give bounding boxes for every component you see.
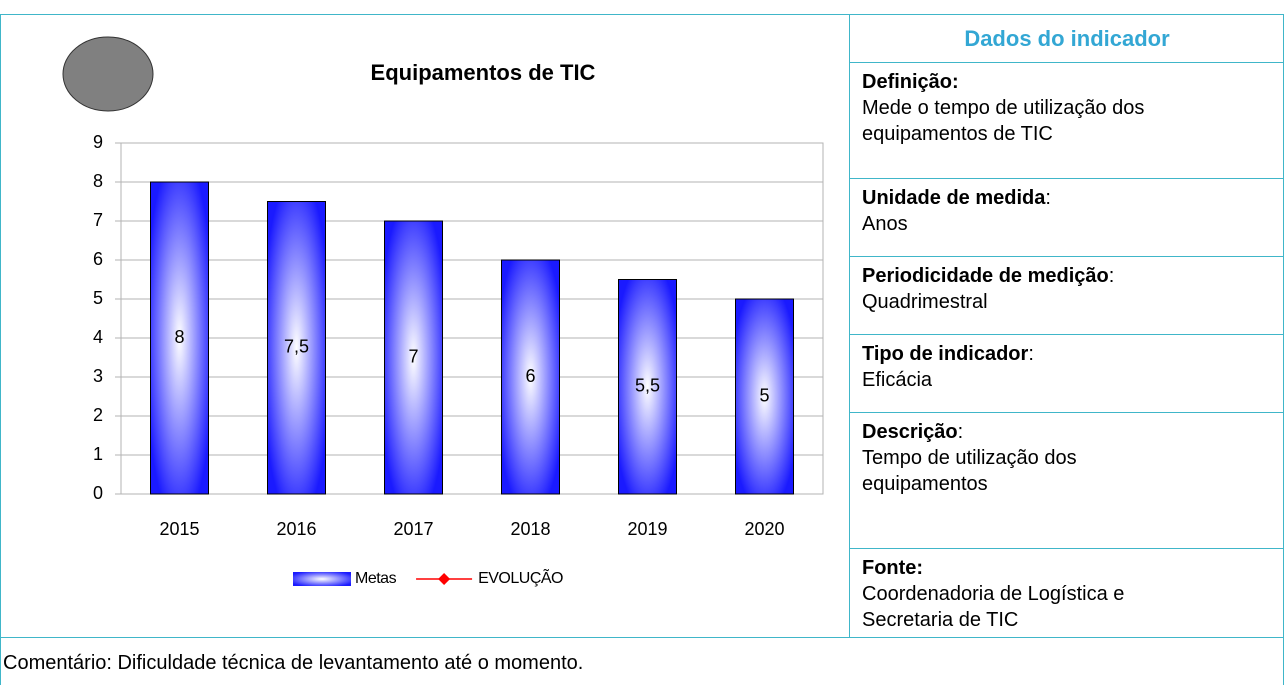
comment: Comentário: Dificuldade técnica de levan… — [1, 637, 1283, 685]
data-label: 5,5 — [635, 376, 660, 396]
plot-frame — [120, 142, 824, 495]
item-label: Tipo de indicador — [862, 343, 1029, 365]
item-label: Unidade de medida — [862, 187, 1046, 209]
y-tick-label: 5 — [93, 288, 103, 308]
y-tick-label: 2 — [93, 405, 103, 425]
item-heading: Definição: — [862, 69, 1272, 95]
chart-title: Equipamentos de TIC — [371, 60, 596, 85]
item-text: equipamentos — [862, 473, 988, 495]
legend-label: EVOLUÇÃO — [478, 567, 563, 587]
item-punct: : — [1108, 265, 1115, 287]
x-tick-label: 2018 — [510, 519, 550, 539]
x-tick-label: 2015 — [159, 519, 199, 539]
item-text: Mede o tempo de utilização dos — [862, 97, 1145, 119]
panel-item: Descrição: Tempo de utilização dos equipam… — [850, 413, 1284, 549]
indicator-sheet: Equipamentos de TIC 0 1 2 3 4 5 6 7 8 9 2015 2016 20… — [0, 14, 1284, 685]
legend-swatch — [293, 572, 351, 586]
bar — [150, 181, 209, 495]
panel-item: Periodicidade de medição: Quadrimestral — [850, 257, 1284, 335]
item-heading: Periodicidade de medição: — [862, 263, 1272, 289]
x-tick-label: 2017 — [393, 519, 433, 539]
y-tick-label: 3 — [93, 366, 103, 386]
x-tick-label: 2019 — [627, 519, 667, 539]
item-heading: Fonte: — [862, 555, 1272, 581]
data-label: 7 — [408, 346, 418, 366]
panel-item: Definição: Mede o tempo de utilização dos… — [850, 63, 1284, 179]
item-text: Anos — [862, 213, 908, 235]
bar — [618, 279, 677, 495]
panel-item: Fonte: Coordenadoria de Logística e Secret… — [850, 549, 1284, 637]
item-text: Coordenadoria de Logística e — [862, 583, 1125, 605]
item-text: Secretaria de TIC — [862, 609, 1019, 631]
item-label: Descrição — [862, 421, 958, 443]
y-tick-label: 0 — [93, 483, 103, 503]
item-heading: Descrição: — [862, 419, 1272, 445]
panel-item: Unidade de medida: Anos — [850, 179, 1284, 257]
item-text: equipamentos de TIC — [862, 123, 1053, 145]
item-label: Periodicidade de medição — [862, 265, 1109, 287]
y-tick-label: 9 — [93, 132, 103, 152]
item-punct: : — [1028, 343, 1034, 365]
data-label: 7,5 — [284, 337, 309, 357]
y-tick-label: 1 — [93, 444, 103, 464]
indicator-panel: Dados do indicador Definição: Mede o temp… — [849, 15, 1284, 637]
item-heading: Tipo de indicador: — [862, 341, 1272, 367]
y-tick-label: 6 — [93, 249, 103, 269]
bar — [384, 220, 443, 495]
data-label: 8 — [174, 327, 184, 347]
item-text: Tempo de utilização dos — [862, 447, 1077, 469]
item-punct: : — [957, 421, 964, 443]
panel-title: Dados do indicador — [850, 15, 1284, 63]
chart: Equipamentos de TIC 0 1 2 3 4 5 6 7 8 9 2015 2016 20… — [62, 36, 824, 587]
y-tick-label: 8 — [93, 171, 103, 191]
x-tick-label: 2020 — [744, 519, 784, 539]
data-label: 6 — [525, 366, 535, 386]
bar — [735, 298, 794, 495]
item-label: Definição: — [862, 71, 959, 93]
x-tick-label: 2016 — [276, 519, 316, 539]
y-tick-label: 7 — [93, 210, 103, 230]
item-text: Quadrimestral — [862, 291, 988, 313]
legend-marker — [438, 573, 451, 585]
legend-label: Metas — [355, 570, 397, 587]
bar — [267, 201, 326, 495]
bar — [501, 259, 560, 495]
y-tick-label: 4 — [93, 327, 103, 347]
status-indicator — [62, 36, 154, 112]
item-text: Eficácia — [862, 369, 933, 391]
item-label: Fonte: — [862, 557, 924, 579]
data-label: 5 — [759, 385, 769, 405]
panel-item: Tipo de indicador: Eficácia — [850, 335, 1284, 413]
item-punct: : — [1045, 187, 1051, 209]
item-heading: Unidade de medida: — [862, 185, 1272, 211]
